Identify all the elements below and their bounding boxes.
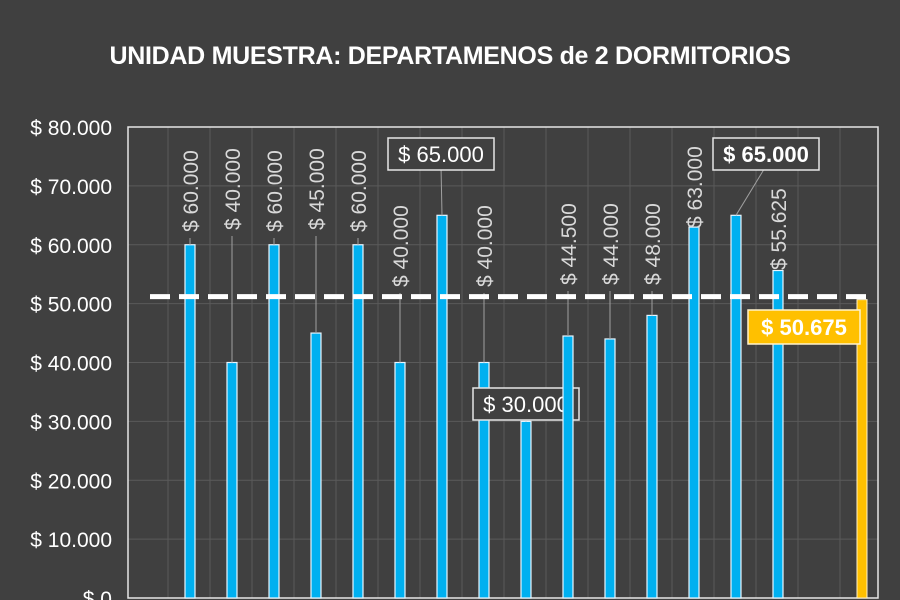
data-label: $ 30.000 [483,392,569,417]
data-label: $ 60.000 [348,150,371,232]
y-tick-label: $ 50.000 [30,294,112,317]
y-tick-label: $ 20.000 [30,470,112,493]
data-label: $ 40.000 [222,148,245,230]
bar [394,361,406,599]
data-label-box [712,137,820,171]
plot-area-border [127,126,879,599]
data-label: $ 55.625 [768,188,791,270]
data-label: $ 65.000 [723,142,809,167]
data-label-box [387,137,495,171]
data-label: $ 40.000 [390,205,413,287]
data-label: $ 40.000 [474,205,497,287]
data-label: $ 48.000 [642,203,665,285]
y-tick-label: $ 60.000 [30,235,112,258]
bar [562,335,574,599]
average-label: $ 50.675 [761,315,847,340]
leader-line [735,165,767,216]
leader-line [440,165,443,216]
bar [688,226,700,599]
data-label: $ 44.000 [600,203,623,285]
bar [730,214,742,599]
bar [520,420,532,599]
y-tick-label: $ 70.000 [30,176,112,199]
y-tick-label: $ 80.000 [30,117,112,140]
data-label: $ 45.000 [306,148,329,230]
data-label-box [472,387,580,421]
bar [436,214,448,599]
chart-title: UNIDAD MUESTRA: DEPARTAMENOS de 2 DORMIT… [109,42,791,70]
bar [226,361,238,599]
average-label-box [747,309,861,345]
average-bar [856,299,868,599]
data-label: $ 44.500 [558,203,581,285]
bar [310,332,322,599]
y-tick-label: $ 40.000 [30,353,112,376]
y-tick-label: $ 0 [83,588,112,600]
bar [646,314,658,599]
bar [604,338,616,599]
data-label: $ 65.000 [398,142,484,167]
data-label: $ 60.000 [264,150,287,232]
data-label: $ 63.000 [684,146,707,228]
bar [772,269,784,599]
y-tick-label: $ 30.000 [30,411,112,434]
y-tick-label: $ 10.000 [30,529,112,552]
data-label: $ 60.000 [180,150,203,232]
